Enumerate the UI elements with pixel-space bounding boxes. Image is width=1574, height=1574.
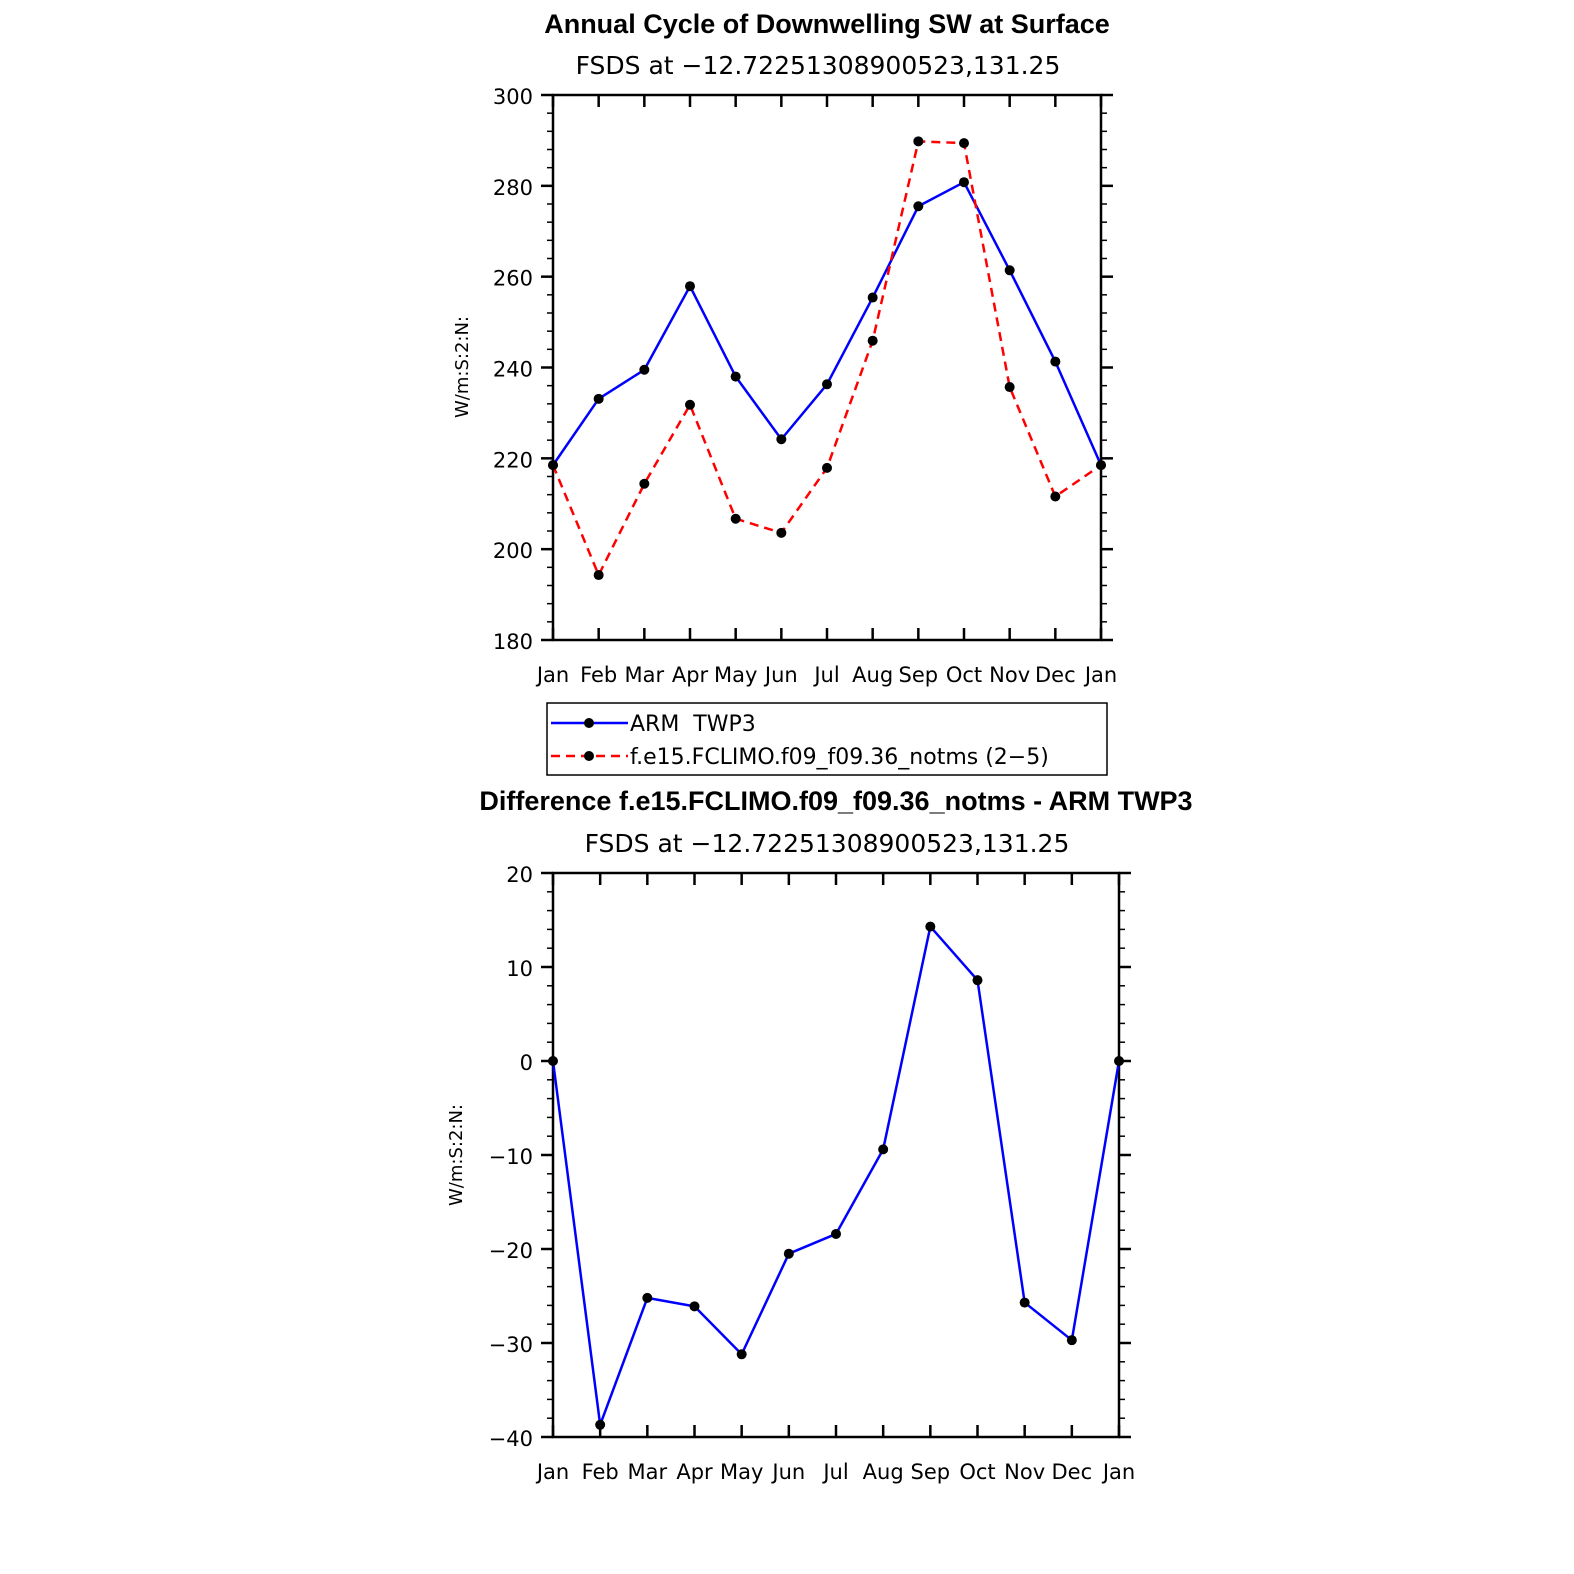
chart2-series-0-point [595,1419,606,1430]
chart2-x-tick-label: Dec [1052,1460,1093,1484]
chart2-y-tick-label: −20 [489,1239,533,1263]
chart1-series-1-point [822,462,832,473]
chart2-subtitle: FSDS at −12.72251308900523,131.25 [585,829,1070,858]
chart2-title: Difference f.e15.FCLIMO.f09_f09.36_notms… [479,786,1192,816]
chart1-series-0-point [822,379,832,390]
chart2-series-0-point [783,1248,794,1259]
chart1-series-1-point [776,527,787,538]
chart1-y-tick-label: 280 [493,176,533,200]
chart2-series-0-point [548,1056,558,1066]
chart1-x-tick-label: Dec [1035,663,1076,687]
chart1-series-0-point [639,364,650,375]
chart2-frame [551,871,1121,1439]
chart1-x-tick-label: Aug [852,663,893,687]
chart1-y-axis-label: W/m:S:2:N: [452,316,473,418]
chart1-x-tick-label: Jan [1083,663,1117,687]
chart2-series-0-point [831,1228,841,1239]
chart1-series-0-point [913,201,924,212]
chart1-y-tick-label: 200 [493,539,533,563]
chart2-series-0-point [689,1301,700,1312]
chart2-plot-area: Jan Feb Mar Apr May Jun Jul Aug Sep Oct Nov Dec Jan−… [489,863,1136,1484]
chart1-x-tick-label: Feb [580,663,617,687]
chart2-series-0-line [551,925,1121,1427]
chart2-x-tick-label: May [720,1460,763,1484]
chart1-series-1-point [1050,491,1061,502]
chart1-x-tick-label: Jul [812,663,839,687]
chart2-x-tick-label: Oct [959,1460,995,1484]
chart2-series-0-point [925,921,936,932]
chart2-x-tick-label: Aug [863,1460,904,1484]
chart2-series-0-point [642,1292,653,1303]
chart2-series-0-point [1066,1335,1077,1346]
chart2-x-tick-label: Jan [1101,1460,1135,1484]
chart1-x-tick-label: Mar [625,663,665,687]
chart1-y-tick-label: 260 [493,267,533,291]
chart2-series-0-point [1114,1056,1124,1066]
legend-marker-model [584,751,594,761]
chart1-series-1-point [548,460,558,471]
chart1-x-tick-label: Jun [763,663,798,687]
chart2-x-tick-label: Nov [1004,1460,1045,1484]
chart2-y-tick-label: −40 [489,1427,533,1451]
chart1-title: Annual Cycle of Downwelling SW at Surfac… [544,9,1110,39]
chart1-series-1-point [1004,382,1015,393]
chart1-series-0-point [776,434,787,445]
chart2-y-tick-label: 0 [520,1051,533,1075]
chart1-series-0-point [959,177,969,188]
chart1-y-tick-label: 180 [493,630,533,654]
chart1-legend: ARM TWP3 f.e15.FCLIMO.f09_f09.36_notms (… [546,702,1108,776]
chart1-y-tick-label: 220 [493,448,533,472]
chart1-x-tick-label: Jan [535,663,569,687]
chart1-series-1-point [867,335,878,346]
chart2-y-tick-label: 10 [506,957,533,981]
chart2-x-tick-label: Sep [911,1460,951,1484]
chart2-x-tick-label: Jun [770,1460,805,1484]
chart1-series-0-point [685,281,695,292]
chart1-x-tick-label: Sep [899,663,939,687]
chart1-series-1-point [639,478,650,489]
chart1-series-1-point [685,399,695,410]
chart2-y-tick-label: 20 [506,863,533,887]
chart1-plot-area: Jan Feb Mar Apr May Jun Jul Aug Sep Oct Nov Dec Jan1… [493,85,1117,687]
chart2-series-0-point [878,1144,889,1155]
chart2-x-tick-label: Jul [821,1460,848,1484]
chart1-series-1-point [1096,460,1106,471]
chart2-x-tick-label: Mar [628,1460,668,1484]
chart1-y-tick-label: 300 [493,85,533,109]
chart1-series-1-point [959,138,969,149]
legend-label-arm: ARM TWP3 [630,712,756,737]
chart2-x-tick-label: Apr [676,1460,713,1484]
chart2-y-tick-label: −10 [489,1145,533,1169]
chart1-frame [551,93,1103,642]
chart2-x-tick-label: Jan [535,1460,569,1484]
legend-label-model: f.e15.FCLIMO.f09_f09.36_notms (2−5) [630,745,1049,770]
chart1-x-tick-label: Nov [989,663,1030,687]
chart1-series-0-line [551,180,1103,466]
chart1-y-tick-label: 240 [493,358,533,382]
chart1-series-1-point [593,570,604,581]
chart1-x-tick-label: Apr [672,663,709,687]
chart1-series-1-point [730,513,741,524]
chart1-x-tick-label: May [714,663,757,687]
chart1-series-0-point [730,371,741,382]
legend-box [546,702,1108,776]
chart2-series-0-point [736,1349,747,1360]
chart1-subtitle: FSDS at −12.72251308900523,131.25 [576,51,1061,80]
chart1-series-0-point [1004,265,1015,276]
legend-marker-arm [584,718,594,728]
chart2-series-0-point [972,975,983,986]
chart2-y-axis-label: W/m:S:2:N: [446,1104,467,1206]
chart1-series-0-point [593,393,604,404]
chart1-series-1-line [551,140,1102,577]
chart1-series-0-point [1050,356,1061,367]
chart1-x-tick-label: Oct [946,663,982,687]
chart2-x-tick-label: Feb [582,1460,619,1484]
chart2-y-tick-label: −30 [489,1333,533,1357]
chart1-series-0-point [867,292,878,303]
chart2-series-0-point [1019,1297,1030,1308]
chart1-series-1-point [913,136,924,147]
